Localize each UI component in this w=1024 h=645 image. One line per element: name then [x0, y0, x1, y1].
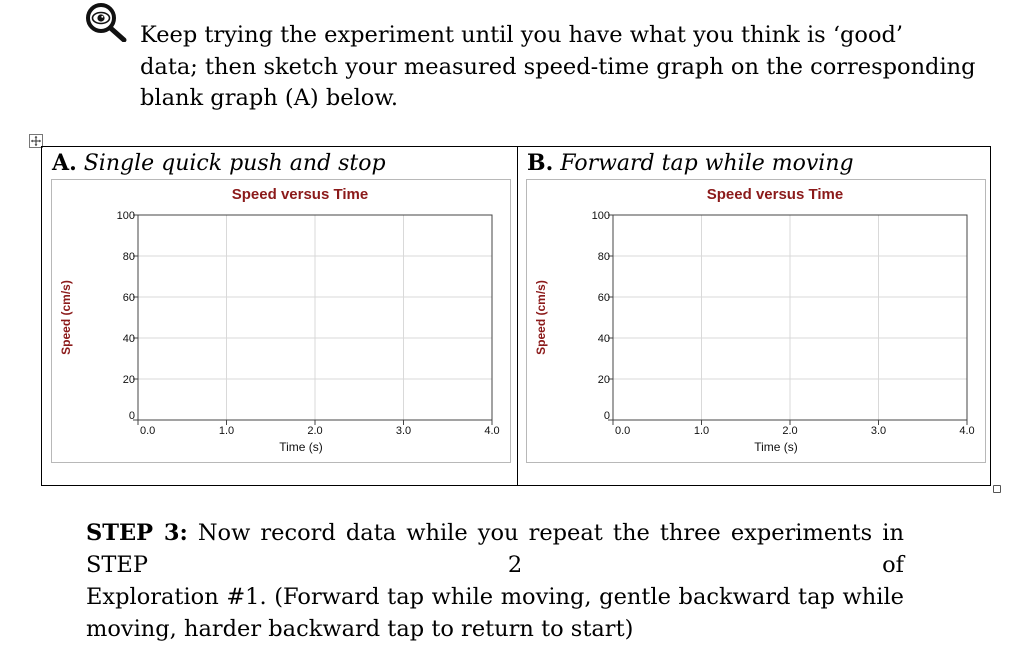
y-tick-label: 20 — [123, 374, 135, 386]
x-tick-label: 0.0 — [615, 425, 630, 437]
x-tick-label: 0.0 — [140, 425, 155, 437]
intro-instructions: Keep trying the experiment until you hav… — [140, 20, 976, 115]
x-tick-label: 3.0 — [396, 425, 411, 437]
step3-line: moving, harder backward tap to return to… — [86, 616, 634, 642]
y-tick-label: 80 — [598, 251, 610, 263]
y-tick-label: 0 — [604, 410, 610, 422]
panel-a-title: A. Single quick push and stop — [52, 150, 386, 176]
step3-line: Now record data while you repeat the thr… — [86, 520, 904, 578]
y-tick-label: 100 — [592, 210, 610, 222]
panel-b-label: B. — [527, 150, 554, 176]
y-axis-label: Speed (cm/s) — [534, 280, 548, 355]
y-tick-label: 40 — [123, 333, 135, 345]
x-axis-label: Time (s) — [279, 440, 323, 454]
magnifying-glass-eye-icon — [82, 2, 130, 43]
x-tick-label: 4.0 — [484, 425, 499, 437]
panel-a-label: A. — [52, 150, 77, 176]
table-divider — [517, 147, 518, 485]
intro-line: Keep trying the experiment until you hav… — [140, 22, 904, 48]
resize-handle-icon[interactable] — [993, 485, 1001, 493]
graph-table: A. Single quick push and stop B. Forward… — [41, 146, 991, 486]
y-tick-label: 100 — [117, 210, 135, 222]
x-tick-label: 1.0 — [219, 425, 234, 437]
chart-b: Speed versus Time 0 20 40 60 80 100 0.0 1.0 2.0 3.… — [526, 179, 986, 463]
step3-instructions: STEP 3: Now record data while you repeat… — [86, 517, 904, 645]
y-tick-label: 40 — [598, 333, 610, 345]
intro-line: blank graph (A) below. — [140, 85, 399, 111]
intro-line: data; then sketch your measured speed-ti… — [140, 53, 976, 80]
y-tick-label: 20 — [598, 374, 610, 386]
panel-b-title: B. Forward tap while moving — [527, 150, 854, 176]
step3-line: Exploration #1. (Forward tap while movin… — [86, 584, 904, 610]
y-axis-label: Speed (cm/s) — [59, 280, 73, 355]
y-tick-label: 0 — [129, 410, 135, 422]
step3-line-1: STEP 3: Now record data while you repeat… — [86, 517, 904, 581]
y-tick-label: 60 — [598, 292, 610, 304]
move-handle-icon[interactable] — [29, 133, 43, 148]
y-tick-label: 60 — [123, 292, 135, 304]
x-tick-label: 3.0 — [871, 425, 886, 437]
panel-a-title-text: Single quick push and stop — [83, 151, 386, 176]
x-tick-label: 4.0 — [959, 425, 974, 437]
x-tick-label: 1.0 — [694, 425, 709, 437]
y-tick-label: 80 — [123, 251, 135, 263]
step3-label: STEP 3: — [86, 520, 188, 546]
chart-title: Speed versus Time — [232, 186, 368, 203]
x-tick-label: 2.0 — [782, 425, 797, 437]
chart-a: Speed versus Time 0 20 40 60 80 100 0.0 1.0 2.0 3.… — [51, 179, 511, 463]
panel-b-title-text: Forward tap while moving — [560, 151, 854, 176]
x-axis-label: Time (s) — [754, 440, 798, 454]
x-tick-label: 2.0 — [307, 425, 322, 437]
chart-title: Speed versus Time — [707, 186, 843, 203]
